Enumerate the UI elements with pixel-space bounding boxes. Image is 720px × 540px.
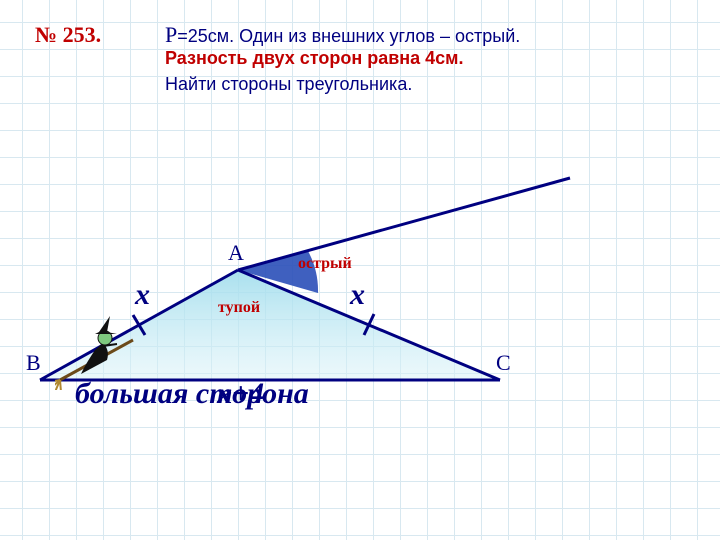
problem-line-1: P=25см. Один из внешних углов – острый.	[165, 22, 520, 48]
vertex-b: B	[26, 350, 41, 376]
label-tupoy: тупой	[218, 299, 260, 317]
vertex-a: A	[228, 240, 244, 266]
x-right: x	[350, 278, 365, 312]
problem-line-2: Разность двух сторон равна 4см.	[165, 48, 464, 69]
extension-line	[238, 178, 570, 270]
x-plus-4: x+4	[217, 377, 264, 411]
problem-line-1-rest: =25см. Один из внешних углов – острый.	[177, 26, 520, 46]
label-ostry: острый	[298, 255, 352, 273]
perimeter-symbol: P	[165, 22, 177, 47]
vertex-c: C	[496, 350, 511, 376]
problem-number: № 253.	[35, 22, 101, 48]
x-left: x	[135, 278, 150, 312]
problem-line-3: Найти стороны треугольника.	[165, 74, 412, 95]
witch-icon	[55, 310, 145, 390]
